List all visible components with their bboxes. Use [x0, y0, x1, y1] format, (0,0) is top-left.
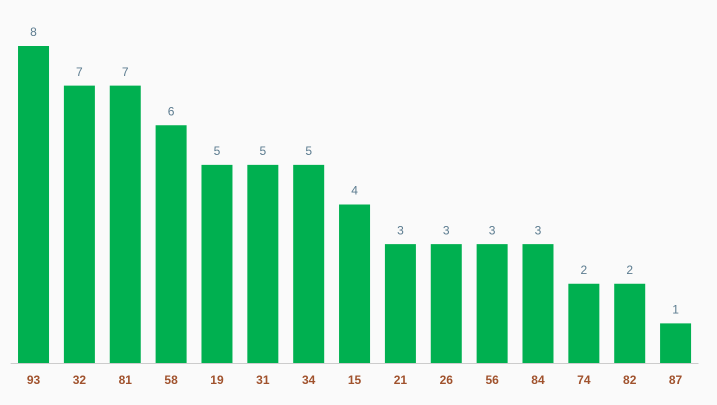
x-tick-label: 87: [669, 373, 683, 387]
x-tick-label: 31: [256, 373, 270, 387]
bar: [476, 244, 508, 363]
value-label: 2: [626, 263, 633, 277]
x-tick-label: 21: [394, 373, 408, 387]
value-label: 1: [672, 303, 679, 317]
bar: [568, 283, 600, 363]
x-tick-label: 93: [27, 373, 41, 387]
value-label: 7: [122, 65, 129, 79]
bar: [109, 85, 141, 363]
x-tick-label: 84: [531, 373, 545, 387]
value-label: 5: [259, 144, 266, 158]
bar: [339, 204, 371, 363]
bar: [201, 164, 233, 363]
value-label: 8: [30, 25, 37, 39]
value-label: 5: [305, 144, 312, 158]
bar: [247, 164, 279, 363]
bar: [384, 244, 416, 363]
x-tick-label: 15: [348, 373, 362, 387]
x-tick-label: 26: [440, 373, 454, 387]
x-tick-label: 56: [485, 373, 499, 387]
value-label: 4: [351, 184, 358, 198]
value-label: 6: [168, 104, 175, 118]
x-tick-label: 82: [623, 373, 637, 387]
x-tick-label: 19: [210, 373, 224, 387]
value-label: 3: [443, 223, 450, 237]
value-label: 5: [214, 144, 221, 158]
bar: [660, 323, 692, 363]
bar: [522, 244, 554, 363]
x-tick-label: 81: [119, 373, 133, 387]
x-tick-label: 58: [164, 373, 178, 387]
bar: [63, 85, 95, 363]
bar: [293, 164, 325, 363]
bar: [155, 125, 187, 363]
x-tick-label: 74: [577, 373, 591, 387]
value-label: 3: [397, 223, 404, 237]
bar: [430, 244, 462, 363]
value-label: 2: [581, 263, 588, 277]
value-label: 7: [76, 65, 83, 79]
x-tick-label: 34: [302, 373, 316, 387]
bar: [18, 46, 50, 363]
bar: [614, 283, 646, 363]
value-label: 3: [489, 223, 496, 237]
value-label: 3: [535, 223, 542, 237]
x-tick-label: 32: [73, 373, 87, 387]
